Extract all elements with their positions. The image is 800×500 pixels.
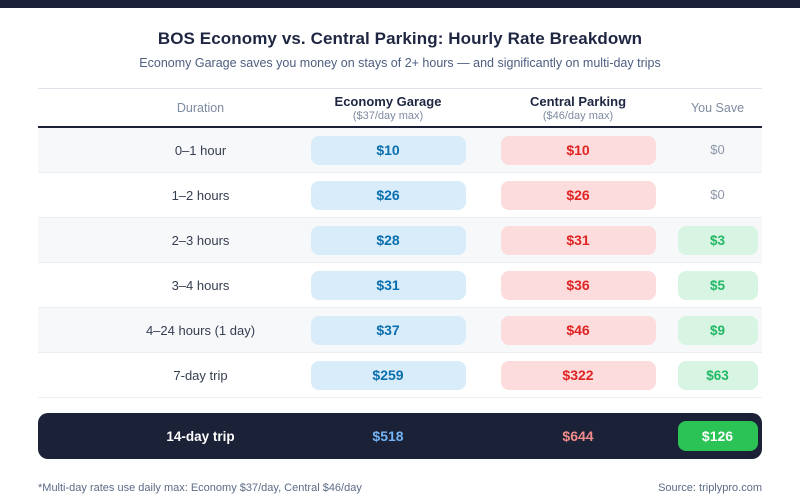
central-rate-badge: $26: [500, 180, 656, 210]
summary-duration-label: 14-day trip: [166, 428, 235, 444]
central-rate-badge: $322: [500, 360, 656, 390]
economy-cell: $259: [293, 360, 483, 390]
summary-save-cell: $126: [673, 421, 762, 451]
duration-cell: 3–4 hours: [171, 277, 230, 293]
economy-garage-sublabel: ($37/day max): [352, 109, 424, 122]
central-rate-badge: $46: [500, 315, 656, 345]
page-header: BOS Economy vs. Central Parking: Hourly …: [0, 8, 800, 88]
central-cell: $322: [483, 360, 673, 390]
central-rate-badge: $10: [500, 135, 656, 165]
economy-rate-badge: $259: [310, 360, 466, 390]
column-header-duration: Duration: [176, 100, 225, 115]
save-cell: $9: [673, 315, 762, 345]
central-rate-badge: $31: [500, 225, 656, 255]
central-rate-badge: $36: [500, 270, 656, 300]
duration-cell: 1–2 hours: [171, 187, 230, 203]
economy-rate-badge: $26: [310, 180, 466, 210]
save-cell: $63: [673, 360, 762, 390]
duration-cell: 4–24 hours (1 day): [145, 322, 256, 338]
central-cell: $10: [483, 135, 673, 165]
table-row: 0–1 hour $10 $10 $0: [38, 128, 762, 173]
save-cell: $5: [673, 270, 762, 300]
table-row: 2–3 hours $28 $31 $3: [38, 218, 762, 263]
save-cell: $3: [673, 225, 762, 255]
table-body: 0–1 hour $10 $10 $0 1–2 hours $26 $26 $0…: [38, 128, 762, 398]
economy-cell: $26: [293, 180, 483, 210]
page-subtitle: Economy Garage saves you money on stays …: [139, 56, 661, 70]
central-cell: $26: [483, 180, 673, 210]
footnote: *Multi-day rates use daily max: Economy …: [38, 482, 362, 494]
save-cell: $0: [673, 186, 762, 204]
economy-cell: $31: [293, 270, 483, 300]
economy-cell: $37: [293, 315, 483, 345]
economy-garage-label: Economy Garage: [334, 93, 442, 109]
save-value: $9: [677, 315, 758, 345]
duration-cell: 0–1 hour: [174, 142, 227, 158]
duration-cell: 2–3 hours: [171, 232, 230, 248]
save-cell: $0: [673, 141, 762, 159]
table-row: 4–24 hours (1 day) $37 $46 $9: [38, 308, 762, 353]
central-cell: $36: [483, 270, 673, 300]
summary-row-14-day: 14-day trip $518 $644 $126: [38, 413, 762, 459]
save-value: $3: [677, 225, 758, 255]
summary-save-badge: $126: [677, 421, 758, 451]
table-row: 1–2 hours $26 $26 $0: [38, 173, 762, 218]
economy-rate-badge: $37: [310, 315, 466, 345]
source-attribution: Source: triplypro.com: [658, 482, 762, 494]
save-value: $5: [677, 270, 758, 300]
central-parking-label: Central Parking: [529, 93, 627, 109]
central-parking-sublabel: ($46/day max): [542, 109, 614, 122]
economy-cell: $28: [293, 225, 483, 255]
table-row: 7-day trip $259 $322 $63: [38, 353, 762, 398]
economy-cell: $10: [293, 135, 483, 165]
summary-economy-value: $518: [372, 428, 404, 444]
save-value: $63: [677, 360, 758, 390]
save-value: $0: [710, 142, 725, 157]
column-header-economy: Economy Garage ($37/day max): [293, 94, 483, 122]
page-footer: *Multi-day rates use daily max: Economy …: [38, 482, 762, 494]
central-cell: $31: [483, 225, 673, 255]
economy-rate-badge: $28: [310, 225, 466, 255]
table-row: 3–4 hours $31 $36 $5: [38, 263, 762, 308]
summary-central-value: $644: [562, 428, 594, 444]
top-accent-bar: [0, 0, 800, 8]
save-value: $0: [710, 187, 725, 202]
central-cell: $46: [483, 315, 673, 345]
economy-rate-badge: $10: [310, 135, 466, 165]
table-header-row: Duration Economy Garage ($37/day max) Ce…: [38, 88, 762, 128]
economy-rate-badge: $31: [310, 270, 466, 300]
duration-cell: 7-day trip: [173, 367, 228, 383]
rates-table: Duration Economy Garage ($37/day max) Ce…: [38, 88, 762, 459]
page-title: BOS Economy vs. Central Parking: Hourly …: [157, 29, 643, 48]
column-header-you-save: You Save: [690, 100, 745, 115]
column-header-central: Central Parking ($46/day max): [483, 94, 673, 122]
